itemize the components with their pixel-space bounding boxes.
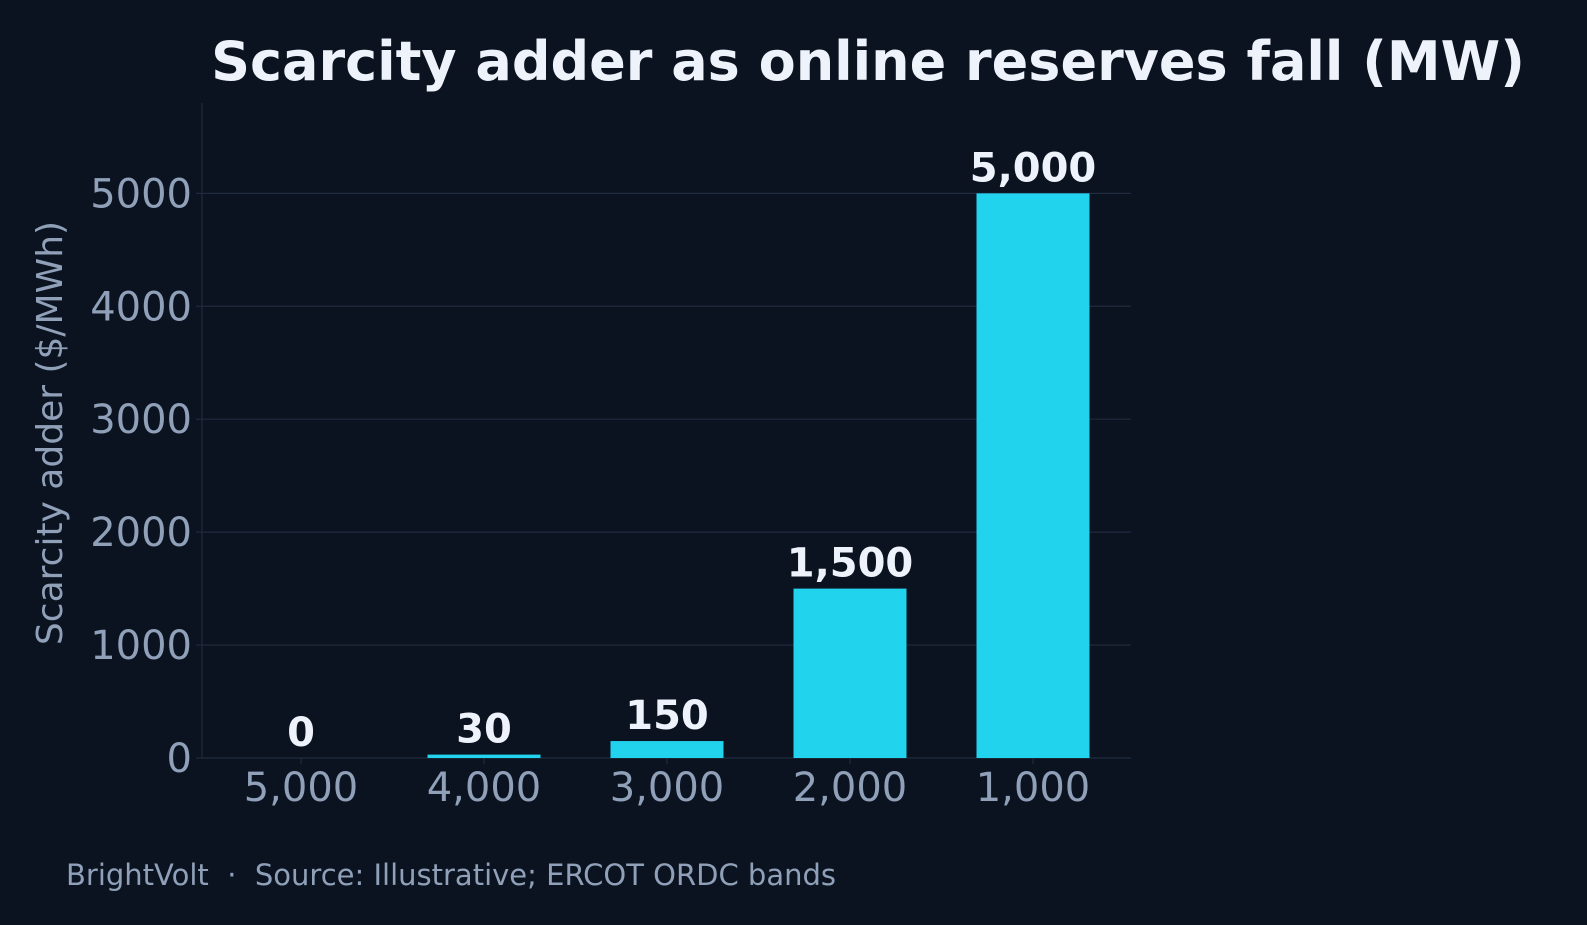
bar-value-label: 30 xyxy=(456,707,512,753)
bar xyxy=(793,588,907,758)
bar-value-label: 1,500 xyxy=(787,541,914,587)
y-axis-ticks: 0 1000 2000 3000 4000 5000 xyxy=(90,171,202,782)
data-labels: 0 30 150 1,500 5,000 xyxy=(287,145,1096,756)
chart-title: Scarcity adder as online reserves fall (… xyxy=(211,30,1525,93)
y-tick-label: 2000 xyxy=(90,510,192,556)
bar xyxy=(610,741,724,758)
y-tick-label: 5000 xyxy=(90,171,192,217)
x-tick-label: 2,000 xyxy=(793,765,908,811)
bar-value-label: 150 xyxy=(625,693,709,739)
x-tick-label: 5,000 xyxy=(244,765,359,811)
grid-lines xyxy=(202,192,1131,646)
y-axis-label: Scarcity adder ($/MWh) xyxy=(30,221,71,645)
bar xyxy=(427,754,541,758)
bar-value-label: 0 xyxy=(287,710,315,756)
y-tick-label: 1000 xyxy=(90,623,192,669)
y-tick-label: 0 xyxy=(167,736,192,782)
bar xyxy=(976,193,1090,758)
bar-value-label: 5,000 xyxy=(970,145,1097,191)
x-tick-label: 3,000 xyxy=(610,765,725,811)
y-tick-label: 3000 xyxy=(90,397,192,443)
footer-source: BrightVolt · Source: Illustrative; ERCOT… xyxy=(66,858,836,892)
x-tick-label: 1,000 xyxy=(976,765,1091,811)
x-axis-ticks: 5,000 4,000 3,000 2,000 1,000 xyxy=(244,758,1091,811)
x-tick-label: 4,000 xyxy=(427,765,542,811)
bars xyxy=(427,193,1090,758)
y-tick-label: 4000 xyxy=(90,284,192,330)
